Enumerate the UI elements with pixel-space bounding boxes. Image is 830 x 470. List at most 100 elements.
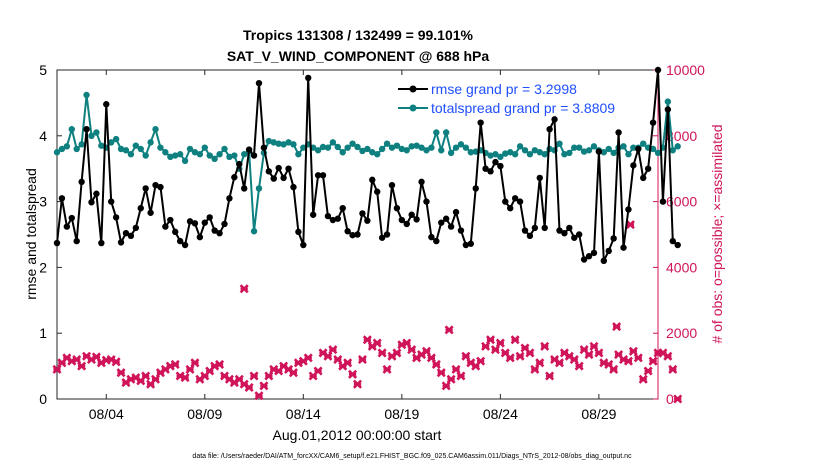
rmse-point — [78, 178, 85, 186]
totalspread-point — [556, 140, 563, 147]
y-tick-label-right: 0 — [666, 391, 674, 407]
right-y-axis-ticks: 0 2000 4000 6000 8000 10000 — [653, 62, 705, 407]
obs-assimilated-marker — [446, 374, 456, 384]
y-tick-label-left: 3 — [39, 194, 47, 210]
totalspread-point — [359, 147, 366, 155]
rmse-point — [526, 232, 534, 240]
x-axis-ticks: 08/04 08/09 08/14 08/19 08/24 08/29 — [89, 70, 617, 422]
rmse-point — [516, 198, 524, 205]
rmse-point — [418, 178, 425, 186]
y-tick-label-left: 4 — [39, 128, 47, 144]
totalspread-point — [462, 144, 470, 151]
totalspread-point — [107, 139, 115, 146]
obs-assimilated-marker — [254, 391, 264, 401]
obs-assimilated-marker — [215, 359, 225, 369]
obs-assimilated-marker — [554, 358, 564, 368]
totalspread-point — [521, 147, 529, 154]
totalspread-point — [329, 139, 337, 146]
rmse-point — [630, 162, 637, 169]
rmse-point — [497, 162, 504, 170]
rmse-point — [216, 229, 223, 237]
rmse-point — [585, 253, 593, 260]
obs-assimilated-marker — [535, 358, 545, 368]
obs-assimilated-marker — [259, 381, 269, 391]
rmse-point — [507, 204, 514, 212]
obs-assimilated-marker — [436, 368, 446, 378]
totalspread-point — [674, 143, 681, 150]
rmse-point — [93, 190, 100, 197]
rmse-point — [245, 146, 253, 153]
rmse-point — [122, 229, 130, 237]
totalspread-point — [580, 148, 588, 155]
legend-spread-marker — [409, 104, 417, 112]
rmse-point — [556, 227, 563, 234]
totalspread-point — [664, 98, 672, 105]
rmse-point — [457, 227, 465, 234]
totalspread-point — [285, 139, 292, 146]
obs-assimilated-marker — [633, 353, 643, 363]
obs-assimilated-marker — [141, 371, 151, 381]
obs-assimilated-marker — [625, 220, 635, 230]
totalspread-point — [88, 132, 95, 139]
rmse-point — [438, 219, 445, 226]
rmse-point — [231, 174, 238, 181]
chart-title-line2: SAT_V_WIND_COMPONENT @ 688 hPa — [227, 48, 490, 64]
rmse-point — [674, 241, 681, 249]
rmse-point — [280, 174, 287, 182]
rmse-point — [147, 209, 154, 216]
rmse-point — [383, 231, 391, 238]
rmse-point — [324, 212, 332, 220]
totalspread-point — [516, 143, 524, 150]
obs-assimilated-marker — [116, 368, 126, 378]
rmse-point — [644, 165, 652, 172]
rmse-point — [206, 214, 213, 221]
obs-assimilated-marker — [485, 335, 496, 345]
rmse-point — [290, 183, 297, 191]
obs-assimilated-marker — [663, 351, 673, 361]
totalspread-point — [147, 139, 154, 146]
totalspread-point — [78, 141, 85, 148]
rmse-point — [600, 257, 608, 265]
obs-assimilated-marker — [392, 348, 402, 358]
x-tick-label: 08/09 — [187, 406, 222, 422]
legend-rmse-label: rmse grand pr = 3.2998 — [431, 81, 577, 97]
totalspread-point — [526, 151, 534, 158]
rmse-point — [403, 220, 410, 228]
totalspread-point — [423, 147, 430, 154]
y-tick-label-right: 4000 — [666, 259, 697, 275]
obs-assimilated-marker — [545, 371, 555, 381]
rmse-point — [398, 216, 406, 224]
x-tick-label: 08/29 — [581, 406, 616, 422]
y-tick-label-left: 1 — [39, 325, 47, 341]
rmse-point — [63, 223, 71, 230]
totalspread-point — [157, 144, 164, 151]
rmse-point — [309, 211, 317, 218]
totalspread-point — [319, 143, 327, 151]
rmse-point — [240, 185, 248, 192]
rmse-point — [388, 181, 396, 189]
rmse-point — [625, 206, 632, 213]
y-tick-label-right: 6000 — [666, 194, 697, 210]
rmse-point — [590, 249, 598, 257]
totalspread-point — [255, 185, 263, 192]
rmse-point — [640, 174, 647, 182]
obs-assimilated-marker — [382, 364, 392, 374]
totalspread-point — [413, 142, 420, 149]
rmse-point — [58, 195, 66, 202]
obs-assimilated-marker — [180, 373, 190, 383]
rmse-point — [98, 239, 105, 247]
obs-assimilated-marker — [357, 355, 367, 365]
obs-assimilated-marker — [111, 357, 121, 367]
totalspread-point — [600, 149, 608, 156]
totalspread-point — [649, 145, 657, 153]
rmse-point — [354, 231, 361, 238]
rmse-point — [339, 204, 346, 212]
rmse-point — [374, 188, 381, 195]
rmse-point — [344, 228, 351, 235]
totalspread-point — [73, 145, 80, 153]
totalspread-point — [334, 143, 341, 151]
legend: rmse grand pr = 3.2998 totalspread grand… — [398, 81, 615, 116]
rmse-point — [649, 119, 657, 126]
totalspread-point — [265, 137, 273, 145]
totalspread-point — [142, 152, 149, 159]
